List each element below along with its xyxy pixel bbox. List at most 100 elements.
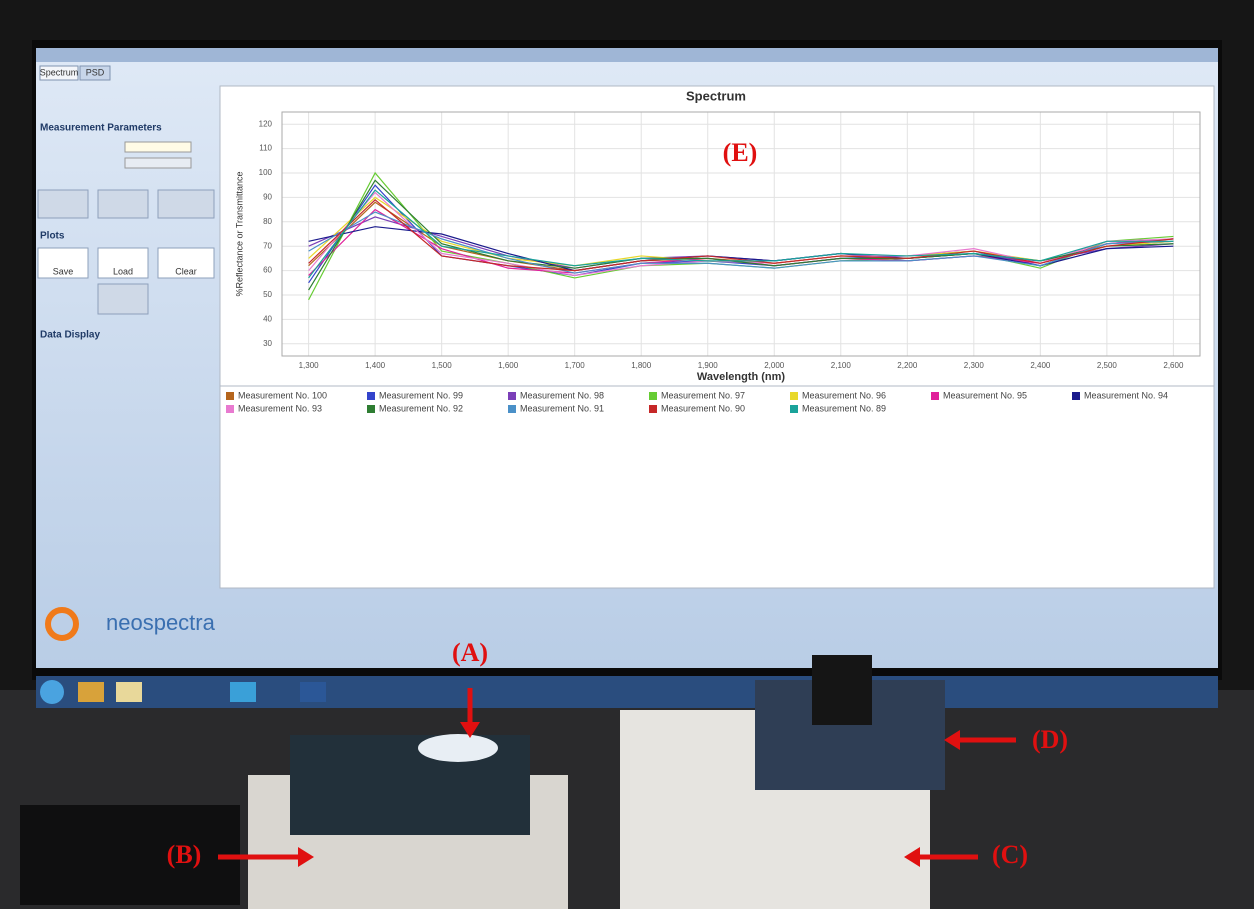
section-label: Measurement Parameters [40, 123, 162, 134]
chart-title: Spectrum [686, 88, 746, 103]
y-tick-label: 70 [263, 241, 272, 250]
y-tick-label: 80 [263, 217, 272, 226]
cup [812, 655, 872, 725]
y-tick-label: 110 [259, 144, 272, 153]
chart: Spectrum Wavelength (nm) %Reflectance or T… [226, 88, 1201, 413]
legend-swatch [226, 405, 234, 413]
annotation: (E) [723, 138, 758, 167]
x-tick-label: 1,900 [698, 361, 719, 370]
title-bar [36, 48, 1218, 62]
taskbar [36, 676, 1218, 708]
y-axis-label: %Reflectance or Transmittance [234, 171, 244, 296]
y-tick-label: 30 [263, 339, 272, 348]
legend-swatch [508, 405, 516, 413]
arrow-head [298, 847, 314, 867]
legend-label: Measurement No. 92 [379, 403, 463, 413]
x-tick-label: 2,600 [1163, 361, 1184, 370]
legend-label: Measurement No. 93 [238, 403, 322, 413]
button[interactable] [37, 247, 89, 279]
y-tick-label: 40 [263, 315, 272, 324]
x-tick-label: 1,700 [565, 361, 586, 370]
section-label: Plots [40, 231, 65, 242]
legend-swatch [367, 405, 375, 413]
annotation: (C) [992, 840, 1028, 869]
y-tick-label: 100 [259, 168, 273, 177]
section-label: Data Display [40, 330, 100, 341]
keyboard [20, 805, 240, 905]
legend-swatch [790, 392, 798, 400]
y-tick-label: 60 [263, 266, 272, 275]
button[interactable] [37, 189, 89, 219]
taskbar-icon[interactable] [300, 682, 326, 702]
taskbar-icon[interactable] [78, 682, 104, 702]
series-line [308, 199, 1174, 272]
tab-label[interactable]: Spectrum [40, 67, 79, 77]
annotation: (B) [167, 840, 202, 869]
arrow-head [904, 847, 920, 867]
x-tick-label: 2,200 [897, 361, 918, 370]
legend-swatch [1072, 392, 1080, 400]
legend-swatch [649, 392, 657, 400]
button[interactable] [157, 247, 215, 279]
legend-swatch [790, 405, 798, 413]
button-label[interactable]: Save [53, 266, 74, 276]
tab[interactable] [79, 65, 111, 81]
series-line [308, 189, 1174, 279]
x-axis-label: Wavelength (nm) [697, 371, 786, 383]
legend-swatch [649, 405, 657, 413]
tab[interactable] [39, 65, 79, 81]
start-button[interactable] [40, 680, 64, 704]
logo-mark [45, 607, 79, 641]
select[interactable] [124, 157, 192, 169]
x-tick-label: 2,500 [1097, 361, 1118, 370]
legend-label: Measurement No. 100 [238, 390, 327, 400]
legend-label: Measurement No. 99 [379, 390, 463, 400]
annotation: (A) [452, 638, 488, 667]
button[interactable] [97, 189, 149, 219]
y-tick-label: 120 [259, 119, 273, 128]
plot-frame [281, 111, 1201, 357]
legend-label: Measurement No. 98 [520, 390, 604, 400]
x-tick-label: 2,100 [831, 361, 852, 370]
arrow-head [944, 730, 960, 750]
input[interactable] [124, 141, 192, 153]
sample [418, 734, 498, 762]
legend-swatch [931, 392, 939, 400]
legend-panel [219, 385, 1215, 589]
legend-label: Measurement No. 95 [943, 390, 1027, 400]
button[interactable] [97, 283, 149, 315]
y-tick-label: 90 [263, 193, 272, 202]
legend-label: Measurement No. 94 [1084, 390, 1168, 400]
button[interactable] [157, 189, 215, 219]
x-tick-label: 1,300 [299, 361, 320, 370]
legend-label: Measurement No. 96 [802, 390, 886, 400]
y-tick-label: 50 [263, 290, 272, 299]
x-tick-label: 2,000 [764, 361, 785, 370]
taskbar-icon[interactable] [230, 682, 256, 702]
taskbar-icon[interactable] [116, 682, 142, 702]
button-label[interactable]: Load [113, 266, 133, 276]
legend-label: Measurement No. 91 [520, 403, 604, 413]
arrow-head [460, 722, 480, 738]
logo: neospectra [106, 610, 216, 635]
x-tick-label: 1,600 [498, 361, 519, 370]
x-tick-label: 2,400 [1030, 361, 1051, 370]
legend-label: Measurement No. 89 [802, 403, 886, 413]
legend-swatch [367, 392, 375, 400]
legend-label: Measurement No. 90 [661, 403, 745, 413]
annotation: (D) [1032, 725, 1068, 754]
chart-panel [219, 85, 1215, 387]
x-tick-label: 1,500 [432, 361, 453, 370]
x-tick-label: 2,300 [964, 361, 985, 370]
legend-swatch [508, 392, 516, 400]
tab-label[interactable]: PSD [86, 67, 105, 77]
legend-swatch [226, 392, 234, 400]
legend-label: Measurement No. 97 [661, 390, 745, 400]
x-tick-label: 1,400 [365, 361, 386, 370]
button-label[interactable]: Clear [175, 266, 197, 276]
x-tick-label: 1,800 [631, 361, 652, 370]
button[interactable] [97, 247, 149, 279]
series-line [308, 211, 1174, 274]
